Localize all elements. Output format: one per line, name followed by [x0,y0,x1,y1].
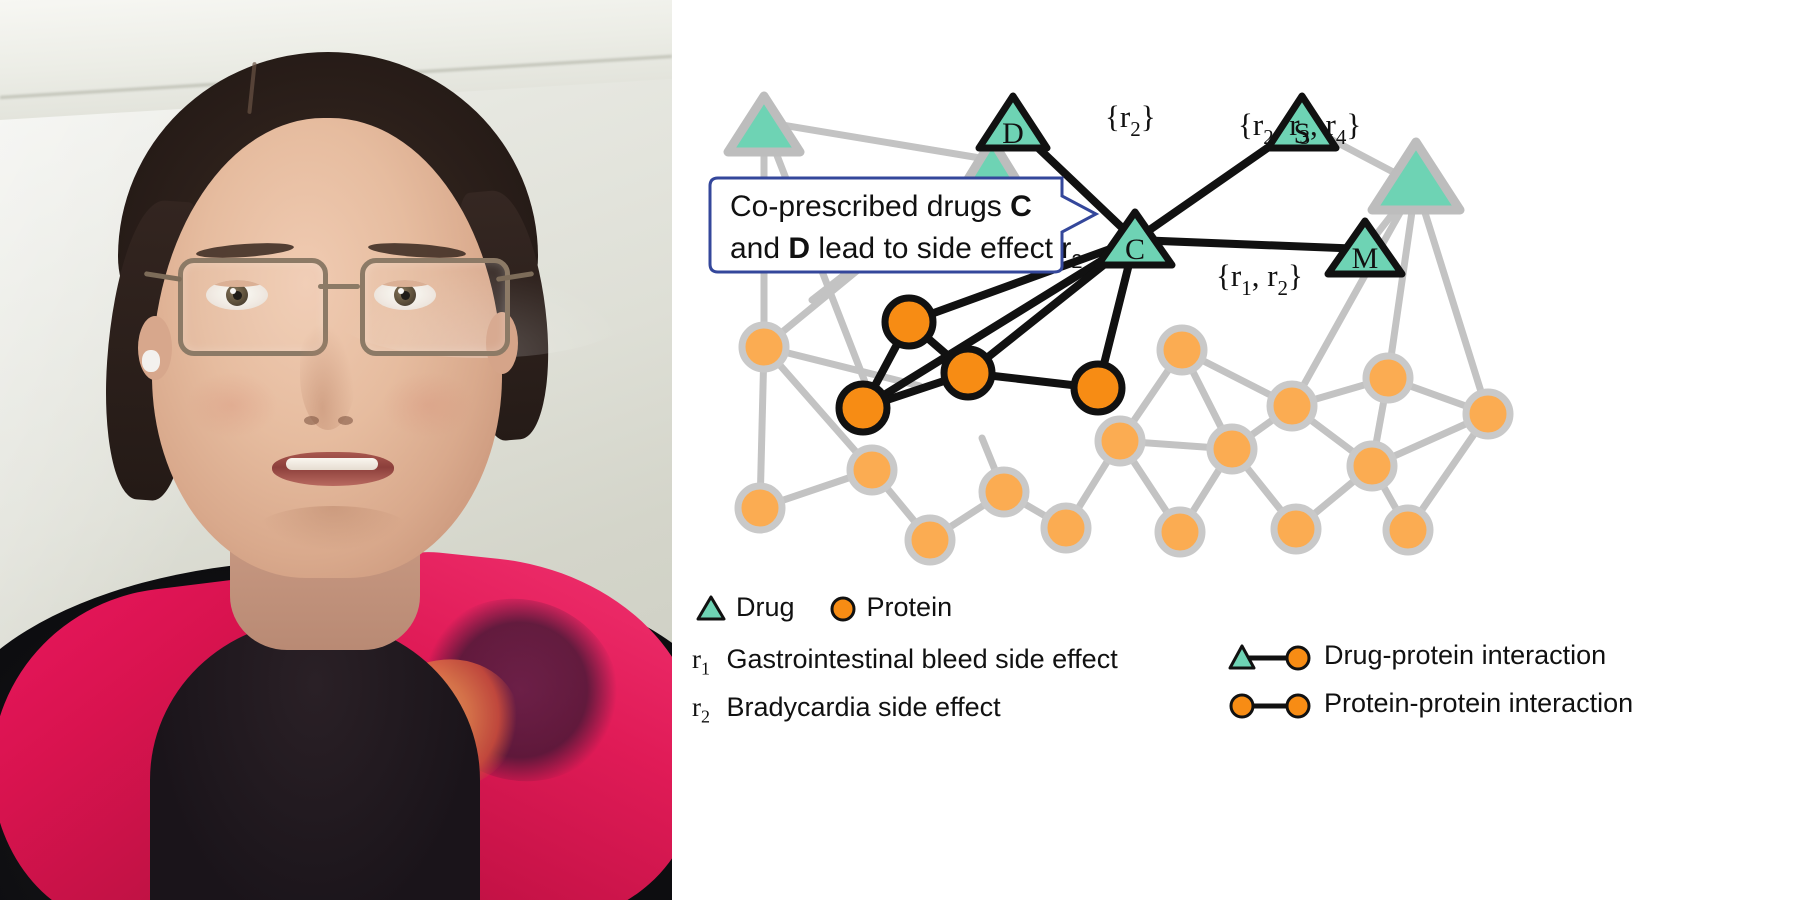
legend-key-r1: r1 [692,644,710,679]
shirt [150,620,480,900]
eye-glint-left [230,288,236,294]
pupil-right [401,291,410,300]
protein-node-background [1154,506,1206,558]
drug-node-M [1324,217,1406,278]
webcam-video-panel [0,0,672,900]
legend: Drug Protein r1 Gastrointestinal bleed s… [672,592,1800,772]
drug-triangle-icon [696,595,726,620]
legend-key-r2: r2 [692,692,710,727]
drug-node-background [723,91,805,157]
callout-line-1-text: Co-prescribed drugs [730,190,1010,223]
edge-labels: {r2} {r2, r3, r4} {r1, r2} [1105,99,1361,300]
eyelid-left [206,280,268,287]
callout-bubble: Co-prescribed drugs C and D lead to side… [708,176,1100,274]
legend-label-protein: Protein [866,592,953,622]
protein-node-highlighted [881,294,937,350]
network-graph: D S C M {r2} {r2, r3, r4} {r1, r2} [708,91,1514,566]
callout-line-2: and D lead to side effect r2 [730,232,1082,273]
protein-node-background [904,514,956,566]
lens-right [360,258,510,356]
protein-node-background [978,466,1030,518]
protein-node-background [1206,423,1258,475]
eyelid-right [374,280,436,287]
callout-shape [708,176,1100,274]
legend-row-symbols: Drug Protein [696,592,952,623]
highlighted-protein-nodes [835,294,1126,436]
pupil-left [233,291,242,300]
legend-label-drug: Drug [736,592,795,622]
edge-label-CM: {r1, r2} [1216,258,1303,300]
drug-node-S-label: S [1294,117,1311,150]
protein-node-background [1346,440,1398,492]
legend-row-drug-protein: Drug-protein interaction [1228,640,1606,671]
eye-right [374,280,436,310]
protein-node-background [738,321,790,373]
protein-node-background [1382,504,1434,556]
cheek-right [382,372,474,438]
legend-label-protein-protein: Protein-protein interaction [1324,688,1634,718]
nose [300,320,356,430]
drug-protein-edge-icon [1228,644,1311,670]
nostril-right [338,416,353,425]
protein-node-highlighted [940,345,996,401]
drug-node-background [1367,137,1465,215]
protein-node-background [734,482,786,534]
legend-row-r1: r1 Gastrointestinal bleed side effect [692,644,1118,679]
network-diagram-panel: D S C M {r2} {r2, r3, r4} {r1, r2} [672,0,1800,900]
protein-node-background [1266,380,1318,432]
protein-node-background [1040,502,1092,554]
legend-label-r1: Gastrointestinal bleed side effect [726,644,1118,674]
drug-node-D-label: D [1002,117,1024,150]
chin-shadow [258,506,408,550]
eye-glint-right [398,288,404,294]
legend-row-r2: r2 Bradycardia side effect [692,692,1001,727]
legend-row-protein-protein: Protein-protein interaction [1228,688,1633,719]
glasses-bridge [318,284,360,289]
earbud [142,350,160,372]
protein-node-background [1270,503,1322,555]
edge-label-CS: {r2, r3, r4} [1238,107,1361,149]
drug-node-C [1094,208,1176,269]
drug-node-D [975,92,1051,152]
drug-node-S [1264,92,1340,152]
background-protein-nodes [734,321,1514,566]
nostril-left [304,416,319,425]
protein-node-highlighted [1070,360,1126,416]
protein-protein-edge-icon [1229,693,1311,718]
mouth [272,452,394,486]
callout-line-1: Co-prescribed drugs C [730,190,1032,223]
highlighted-drug-nodes: D S C M [975,92,1406,278]
protein-node-highlighted [835,380,891,436]
protein-node-background [1462,388,1514,440]
legend-label-drug-protein: Drug-protein interaction [1324,640,1607,670]
drug-node-C-label: C [1125,233,1145,266]
protein-circle-icon [830,596,856,621]
legend-label-r2: Bradycardia side effect [726,692,1001,722]
protein-node-background [1362,352,1414,404]
protein-node-background [1094,415,1146,467]
eye-left [206,280,268,310]
teeth [286,458,378,470]
drug-node-M-label: M [1352,242,1379,275]
protein-node-background [1156,324,1208,376]
edge-label-CD: {r2} [1105,99,1156,141]
protein-node-background [846,444,898,496]
cheek-left [186,372,278,438]
